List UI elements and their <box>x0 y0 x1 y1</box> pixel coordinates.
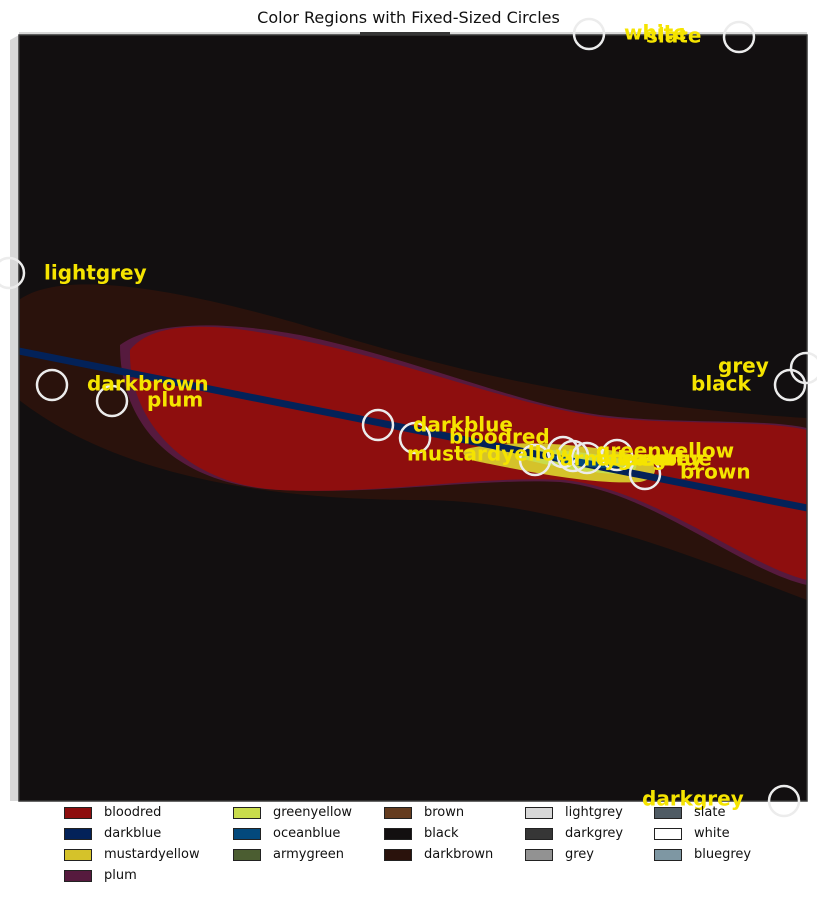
legend: bloodred darkblue mustardyellow plum greenye… <box>64 805 804 895</box>
circle-slate <box>722 20 756 54</box>
circle-label-armygreen: armygreen <box>560 447 683 471</box>
legend-label-bluegrey: bluegrey <box>694 847 752 862</box>
legend-item-bloodred: bloodred <box>64 805 161 820</box>
legend-item-darkblue: darkblue <box>64 826 161 841</box>
circle-label-greenyellow: greenyellow <box>596 439 734 463</box>
legend-swatch-darkbrown <box>384 848 412 861</box>
circle-lightgrey <box>0 256 26 290</box>
circle-label-mustardyellow: mustardyellow <box>407 442 574 466</box>
legend-swatch-mustardyellow <box>64 848 92 861</box>
legend-swatch-darkgrey <box>525 827 553 840</box>
legend-swatch-armygreen <box>233 848 261 861</box>
plot-frame <box>18 34 808 802</box>
circle-label-bloodred: bloodred <box>449 425 550 449</box>
legend-swatch-greenyellow <box>233 806 261 819</box>
frame-edge-top-dark <box>360 32 450 35</box>
circle-plum <box>95 384 129 418</box>
legend-label-black: black <box>424 826 459 841</box>
legend-item-slate: slate <box>654 805 725 820</box>
legend-item-greenyellow: greenyellow <box>233 805 352 820</box>
circle-white <box>572 17 606 51</box>
legend-item-white: white <box>654 826 730 841</box>
legend-swatch-bloodred <box>64 806 92 819</box>
legend-label-darkbrown: darkbrown <box>424 847 494 862</box>
legend-label-lightgrey: lightgrey <box>565 805 623 820</box>
legend-swatch-oceanblue <box>233 827 261 840</box>
legend-item-brown: brown <box>384 805 464 820</box>
circle-label-bluegrey: bluegrey <box>603 447 703 471</box>
circle-label-brown: brown <box>680 460 751 484</box>
legend-item-plum: plum <box>64 868 137 883</box>
chart-title: Color Regions with Fixed-Sized Circles <box>257 8 560 27</box>
legend-label-slate: slate <box>694 805 726 820</box>
circle-label-white: white <box>624 21 687 45</box>
legend-item-lightgrey: lightgrey <box>525 805 623 820</box>
circle-label-darkbrown: darkbrown <box>87 372 209 396</box>
legend-swatch-plum <box>64 869 92 882</box>
legend-label-greenyellow: greenyellow <box>273 805 353 820</box>
legend-label-white: white <box>694 826 730 841</box>
legend-swatch-grey <box>525 848 553 861</box>
circle-label-grey: grey <box>718 354 769 378</box>
circle-brown <box>628 457 662 491</box>
legend-label-grey: grey <box>565 847 595 862</box>
legend-label-darkblue: darkblue <box>104 826 162 841</box>
legend-label-plum: plum <box>104 868 137 883</box>
circle-black <box>773 368 807 402</box>
circle-label-lightgrey: lightgrey <box>44 261 147 285</box>
legend-swatch-black <box>384 827 412 840</box>
region-darkblue <box>19 347 807 512</box>
legend-swatch-white <box>654 827 682 840</box>
circle-label-oceanblue: oceanblue <box>596 447 712 471</box>
circle-darkblue <box>361 408 395 442</box>
legend-item-grey: grey <box>525 847 594 862</box>
legend-label-brown: brown <box>424 805 465 820</box>
circle-armygreen <box>556 439 590 473</box>
circle-label-plum: plum <box>147 388 203 412</box>
legend-swatch-brown <box>384 806 412 819</box>
legend-label-armygreen: armygreen <box>273 847 344 862</box>
legend-label-darkgrey: darkgrey <box>565 826 624 841</box>
circle-darkbrown <box>35 368 69 402</box>
legend-label-bloodred: bloodred <box>104 805 162 820</box>
legend-item-armygreen: armygreen <box>233 847 344 862</box>
legend-label-mustardyellow: mustardyellow <box>104 847 200 862</box>
legend-swatch-darkblue <box>64 827 92 840</box>
frame-edge-left <box>10 35 19 801</box>
legend-swatch-slate <box>654 806 682 819</box>
circle-label-darkblue: darkblue <box>413 413 513 437</box>
circle-label-black: black <box>691 372 752 396</box>
circle-label-slate: slate <box>646 24 701 48</box>
legend-item-oceanblue: oceanblue <box>233 826 340 841</box>
legend-item-mustardyellow: mustardyellow <box>64 847 200 862</box>
legend-swatch-lightgrey <box>525 806 553 819</box>
circle-bluegrey <box>570 441 604 475</box>
legend-label-oceanblue: oceanblue <box>273 826 341 841</box>
legend-swatch-bluegrey <box>654 848 682 861</box>
circle-bloodred <box>398 421 432 455</box>
circle-darkgrey <box>767 784 801 818</box>
legend-item-darkbrown: darkbrown <box>384 847 493 862</box>
legend-item-darkgrey: darkgrey <box>525 826 623 841</box>
legend-item-bluegrey: bluegrey <box>654 847 751 862</box>
legend-item-black: black <box>384 826 459 841</box>
